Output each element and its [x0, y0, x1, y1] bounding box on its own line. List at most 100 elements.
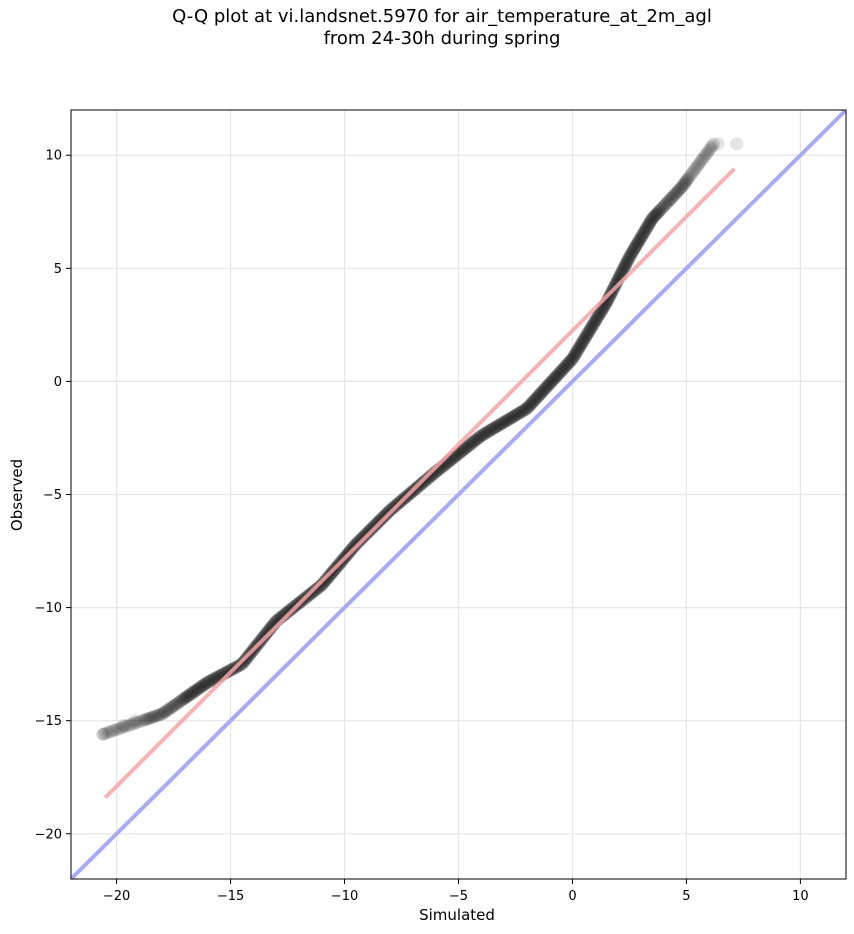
qq-point [636, 227, 650, 241]
qq-point [319, 573, 333, 587]
qq-point [677, 177, 691, 191]
x-tick-label: 5 [682, 889, 690, 904]
qq-point [580, 328, 594, 342]
qq-point [511, 407, 525, 421]
qq-point [628, 241, 642, 255]
qq-point [647, 210, 661, 224]
qq-point [569, 347, 583, 361]
qq-point [563, 355, 577, 369]
qq-point [585, 319, 599, 333]
qq-point [623, 248, 637, 262]
qq-point [693, 156, 707, 170]
qq-point [158, 705, 172, 719]
qq-point [592, 307, 606, 321]
qq-point [528, 393, 542, 407]
qq-point [588, 314, 602, 328]
qq-point [454, 445, 468, 459]
qq-point [655, 201, 669, 215]
qq-point [183, 688, 197, 702]
qq-point [543, 377, 557, 391]
qq-point [696, 151, 710, 165]
qq-point [694, 154, 708, 168]
qq-point [545, 374, 559, 388]
qq-point [127, 717, 140, 731]
qq-point [128, 714, 142, 728]
qq-point [690, 159, 704, 173]
qq-point [582, 324, 596, 338]
qq-point [100, 726, 114, 740]
qq-point [638, 224, 652, 238]
x-tick-label: −15 [217, 889, 244, 904]
qq-point [484, 423, 498, 437]
qq-point [627, 243, 641, 257]
qq-point [496, 416, 510, 430]
qq-point [486, 422, 500, 436]
qq-point [517, 404, 531, 418]
y-tick-label: 10 [45, 149, 62, 164]
qq-point [134, 714, 148, 728]
qq-point [544, 375, 558, 389]
qq-point [697, 150, 711, 164]
y-tick-label: −10 [35, 601, 62, 616]
qq-point [520, 402, 534, 416]
qq-point [165, 700, 179, 714]
qq-point [695, 153, 709, 167]
qq-point [653, 203, 667, 217]
qq-point [203, 674, 217, 688]
qq-point [557, 361, 571, 375]
qq-point [513, 406, 527, 420]
qq-point [457, 442, 471, 456]
qq-point [510, 408, 524, 422]
qq-point [465, 436, 479, 450]
qq-point [142, 711, 156, 725]
qq-point [625, 247, 639, 261]
qq-point [527, 394, 541, 408]
qq-point [199, 676, 213, 690]
qq-point [462, 439, 476, 453]
qq-point [130, 715, 144, 729]
qq-point [489, 420, 503, 434]
qq-point [125, 717, 139, 731]
qq-point [186, 685, 200, 699]
qq-point [730, 137, 744, 151]
qq-point [531, 390, 545, 404]
qq-point [609, 277, 623, 291]
qq-point [555, 364, 569, 378]
qq-point [591, 309, 605, 323]
qq-point [138, 713, 152, 727]
qq-point [549, 369, 563, 383]
x-tick-label: −20 [103, 889, 130, 904]
qq-point [577, 333, 591, 347]
qq-point [583, 323, 597, 337]
qq-point [506, 410, 520, 424]
qq-point [181, 689, 195, 703]
qq-point [659, 197, 673, 211]
qq-point [621, 254, 635, 268]
qq-point [153, 708, 167, 722]
qq-point [553, 365, 567, 379]
data-points [96, 137, 744, 741]
qq-point [689, 161, 703, 175]
qq-point [460, 440, 474, 454]
qq-point [235, 657, 249, 671]
qq-point [479, 426, 493, 440]
qq-point [501, 413, 515, 427]
qq-point [188, 684, 202, 698]
qq-point [452, 446, 466, 460]
qq-point [488, 421, 502, 435]
qq-point [657, 199, 671, 213]
qq-point [98, 727, 112, 741]
qq-point [421, 471, 435, 485]
qq-point [559, 359, 573, 373]
qq-point [618, 259, 632, 273]
x-tick-label: 10 [792, 889, 809, 904]
qq-point [622, 250, 636, 264]
qq-point [615, 264, 629, 278]
fit-line [103, 167, 736, 799]
qq-point [117, 720, 131, 734]
qq-point [168, 698, 182, 712]
qq-point [116, 718, 130, 732]
qq-point [418, 474, 432, 488]
qq-point [660, 196, 674, 210]
